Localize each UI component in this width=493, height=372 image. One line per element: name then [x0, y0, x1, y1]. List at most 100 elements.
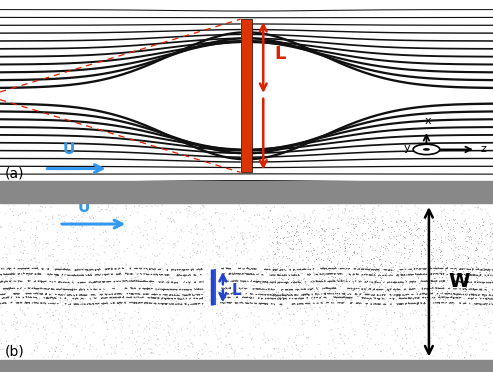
Point: [202, 331, 210, 337]
Point: [297, 240, 305, 246]
Point: [443, 277, 451, 283]
Point: [461, 244, 469, 250]
Point: [134, 209, 141, 215]
Point: [291, 215, 299, 221]
Point: [3, 252, 11, 258]
Point: [57, 328, 65, 334]
Point: [171, 335, 179, 341]
Point: [111, 214, 119, 220]
Point: [344, 336, 352, 341]
Point: [71, 226, 79, 232]
Point: [488, 340, 493, 346]
Point: [419, 241, 426, 247]
Point: [206, 354, 214, 360]
Point: [250, 282, 258, 288]
Point: [370, 292, 378, 298]
Point: [168, 317, 176, 323]
Point: [234, 324, 242, 330]
Point: [322, 298, 330, 304]
Point: [327, 285, 335, 291]
Point: [273, 235, 281, 241]
Point: [283, 235, 291, 241]
Point: [427, 267, 435, 273]
Point: [334, 312, 342, 318]
Point: [297, 354, 305, 360]
Point: [433, 218, 441, 224]
Point: [103, 208, 111, 214]
Point: [326, 255, 334, 261]
Point: [273, 244, 281, 250]
Point: [336, 244, 344, 250]
Point: [344, 309, 352, 315]
Point: [327, 304, 335, 310]
Point: [343, 240, 351, 246]
Point: [74, 265, 82, 271]
Point: [191, 277, 199, 283]
Point: [466, 221, 474, 227]
Point: [215, 288, 223, 294]
Point: [309, 286, 317, 292]
Point: [437, 221, 445, 227]
Point: [282, 267, 290, 273]
Point: [352, 279, 360, 285]
Point: [185, 282, 193, 288]
Point: [266, 263, 274, 269]
Point: [471, 307, 479, 312]
Point: [2, 351, 10, 357]
Point: [366, 258, 374, 264]
Point: [352, 293, 360, 299]
Point: [140, 232, 147, 238]
Point: [420, 228, 428, 234]
Point: [160, 295, 168, 301]
Point: [435, 310, 443, 316]
Point: [49, 240, 57, 246]
Point: [4, 346, 12, 352]
Point: [10, 355, 18, 361]
Point: [68, 298, 75, 304]
Point: [207, 297, 215, 303]
Point: [320, 244, 328, 250]
Point: [485, 269, 493, 275]
Point: [273, 238, 281, 244]
Point: [404, 266, 412, 272]
Point: [65, 310, 72, 316]
Point: [354, 216, 362, 222]
Point: [197, 206, 205, 212]
Point: [423, 242, 430, 248]
Point: [303, 335, 311, 341]
Point: [390, 248, 398, 254]
Point: [487, 247, 493, 253]
Point: [11, 244, 19, 250]
Point: [166, 216, 174, 222]
Point: [292, 229, 300, 235]
Point: [268, 317, 276, 323]
Point: [486, 243, 493, 249]
Point: [442, 257, 450, 263]
Point: [22, 250, 30, 256]
Point: [332, 281, 340, 287]
Point: [239, 208, 247, 214]
Point: [240, 248, 248, 254]
Point: [353, 294, 361, 300]
Point: [391, 328, 399, 334]
Point: [343, 272, 351, 278]
Point: [107, 219, 115, 225]
Point: [109, 290, 117, 296]
Point: [219, 254, 227, 260]
Point: [210, 351, 217, 357]
Point: [226, 299, 234, 305]
Point: [34, 345, 41, 351]
Point: [277, 217, 284, 223]
Point: [450, 207, 458, 213]
Point: [239, 288, 246, 294]
Point: [195, 316, 203, 322]
Point: [322, 284, 330, 290]
Point: [27, 324, 35, 330]
Point: [435, 246, 443, 251]
Text: U: U: [63, 142, 75, 157]
Point: [354, 261, 362, 267]
Point: [384, 341, 391, 347]
Point: [99, 215, 106, 221]
Point: [121, 299, 129, 305]
Point: [457, 344, 465, 350]
